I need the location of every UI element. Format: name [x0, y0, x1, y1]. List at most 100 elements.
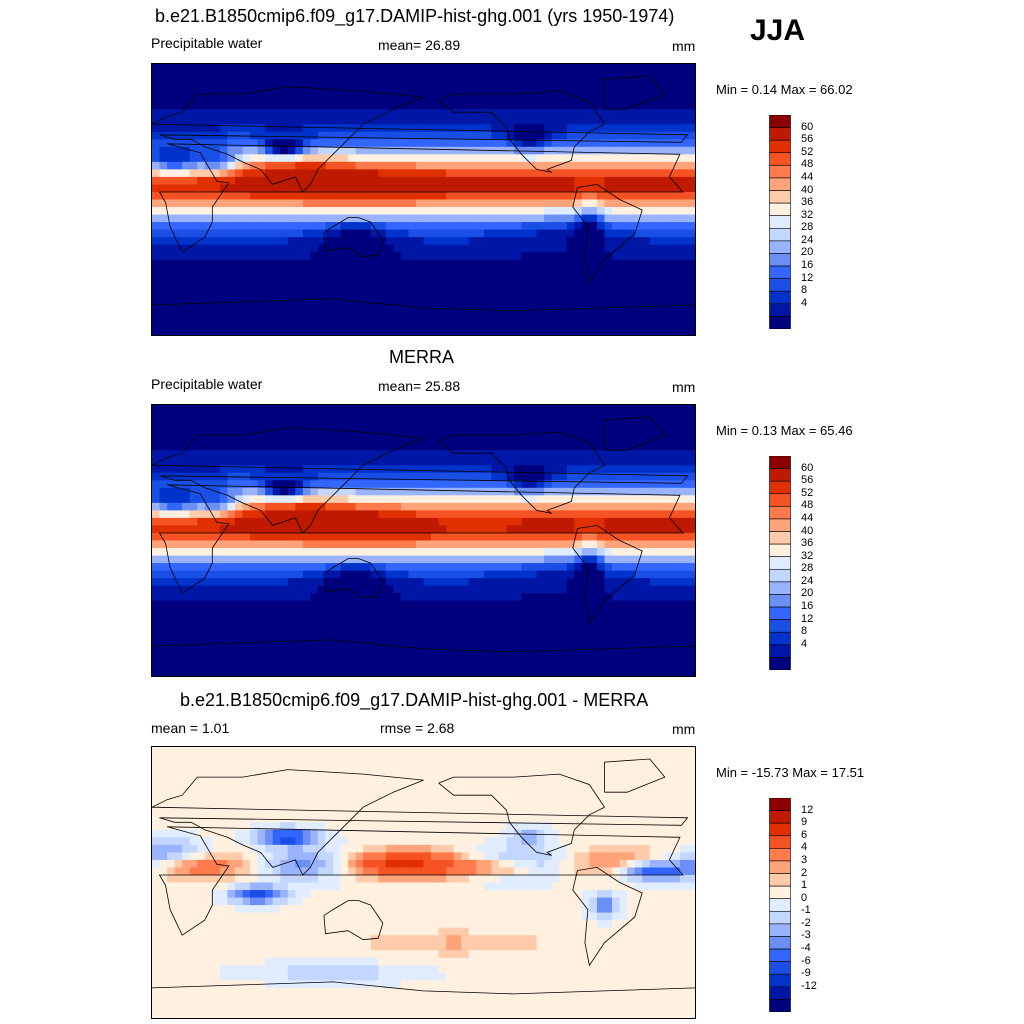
map-cell — [679, 405, 689, 414]
map-cell — [423, 412, 432, 421]
map-cell — [167, 297, 176, 306]
map-cell — [687, 79, 695, 88]
map-cell — [679, 555, 689, 564]
map-cell — [333, 237, 342, 246]
map-cell — [197, 252, 206, 261]
map-cell — [461, 517, 470, 527]
map-cell — [287, 319, 296, 329]
map-cell — [581, 638, 591, 647]
map-cell — [498, 64, 508, 73]
map-cell — [159, 176, 168, 186]
map-cell — [529, 585, 538, 594]
map-cell — [242, 184, 251, 193]
map-cell — [272, 101, 281, 110]
map-cell — [152, 435, 161, 444]
map-cell — [612, 517, 621, 527]
map-cell — [596, 420, 606, 429]
map-cell — [295, 457, 304, 466]
map-cell — [355, 435, 364, 444]
map-cell — [514, 319, 523, 329]
map-cell — [287, 131, 296, 140]
map-cell — [204, 191, 213, 201]
map-cell — [649, 442, 658, 451]
map-cell — [227, 480, 236, 489]
map-cell — [408, 412, 417, 421]
map-cell — [234, 623, 244, 632]
map-cell — [514, 427, 523, 436]
map-cell — [687, 600, 695, 609]
map-cell — [400, 502, 410, 511]
map-cell — [446, 548, 455, 557]
map-cell — [423, 487, 432, 496]
map-cell — [265, 267, 274, 276]
map-cell — [544, 289, 553, 298]
map-cell — [250, 79, 259, 88]
map-cell — [468, 64, 477, 73]
map-cell — [423, 139, 432, 148]
map-cell — [204, 319, 213, 329]
map-cell — [325, 146, 334, 155]
map-cell — [529, 297, 538, 306]
map-cell — [234, 222, 244, 231]
map-cell — [468, 199, 477, 208]
map-cell — [446, 405, 455, 414]
map-cell — [431, 101, 440, 110]
map-cell — [491, 64, 500, 73]
map-cell — [461, 139, 470, 148]
map-cell — [378, 274, 387, 283]
map-cell — [483, 124, 492, 133]
map-cell — [627, 71, 636, 80]
map-cell — [612, 593, 621, 602]
map-cell — [574, 154, 583, 163]
map-cell — [634, 207, 643, 216]
map-cell — [461, 623, 470, 632]
map-cell — [431, 146, 440, 155]
map-cell — [302, 267, 311, 276]
map-cell — [634, 86, 643, 95]
map-cell — [612, 79, 621, 88]
map-cell — [363, 131, 372, 140]
map-cell — [521, 191, 530, 201]
map-cell — [604, 124, 613, 133]
map-cell — [468, 420, 477, 429]
map-cell — [551, 222, 560, 231]
map-cell — [197, 139, 206, 148]
map-cell — [295, 465, 304, 474]
map-cell — [317, 600, 327, 609]
map-cell — [302, 487, 311, 496]
map-cell — [596, 502, 606, 511]
map-cell — [310, 146, 319, 155]
map-cell — [664, 146, 673, 155]
map-cell — [581, 124, 591, 133]
map-cell — [604, 525, 613, 534]
map-cell — [355, 645, 364, 655]
map-cell — [257, 154, 266, 163]
map-cell — [453, 532, 462, 542]
map-cell — [514, 540, 523, 549]
map-cell — [348, 312, 357, 321]
map-cell — [604, 540, 613, 549]
map-cell — [378, 154, 387, 163]
map-cell — [227, 237, 236, 246]
map-cell — [649, 457, 658, 466]
map-cell — [634, 191, 643, 201]
map-cell — [461, 608, 470, 617]
map-cell — [483, 267, 492, 276]
panel-1-title: b.e21.B1850cmip6.f09_g17.DAMIP-hist-ghg.… — [155, 6, 675, 26]
map-cell — [415, 405, 425, 414]
map-cell — [551, 442, 560, 451]
map-cell — [423, 578, 432, 587]
map-cell — [649, 274, 658, 283]
map-cell — [483, 71, 492, 80]
map-cell — [672, 593, 681, 602]
map-cell — [679, 435, 689, 444]
map-cell — [257, 608, 266, 617]
map-cell — [596, 540, 606, 549]
map-cell — [483, 480, 492, 489]
map-cell — [551, 600, 560, 609]
map-cell — [219, 615, 229, 624]
map-cell — [189, 267, 198, 276]
map-cell — [491, 297, 500, 306]
map-cell — [521, 502, 530, 511]
map-cell — [152, 267, 161, 276]
